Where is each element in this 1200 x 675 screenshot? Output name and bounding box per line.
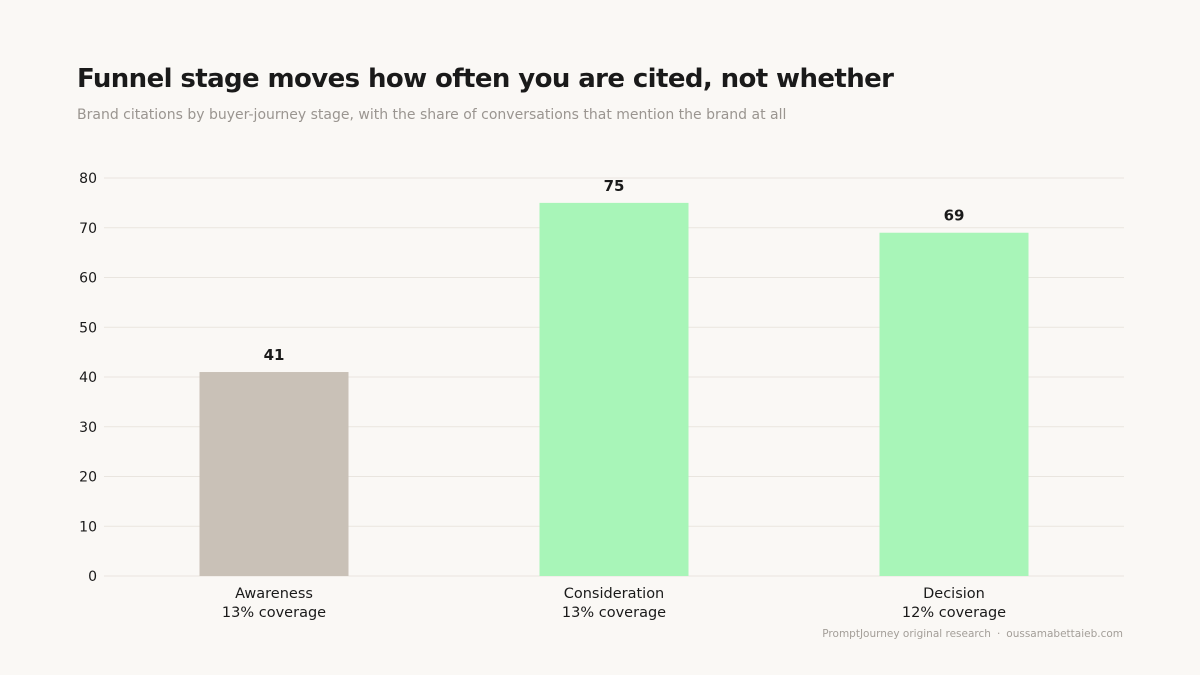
- chart-subtitle: Brand citations by buyer-journey stage, …: [77, 107, 787, 123]
- value-labels: 41 75 69: [264, 177, 965, 364]
- source-label: PromptJourney original research: [822, 628, 991, 640]
- bar-awareness: [199, 372, 349, 576]
- y-tick-label: 30: [79, 420, 97, 436]
- bars: [199, 202, 1029, 576]
- coverage-label: 13% coverage: [222, 605, 326, 621]
- site-label: oussamabettaieb.com: [1006, 628, 1123, 640]
- y-tick-label: 0: [88, 569, 97, 585]
- y-tick-label: 20: [79, 470, 97, 486]
- source-footer: PromptJourney original research · oussamab…: [822, 628, 1123, 640]
- coverage-label: 12% coverage: [902, 605, 1006, 621]
- category-labels: Awareness 13% coverage Consideration 13% co…: [222, 586, 1006, 621]
- coverage-label: 13% coverage: [562, 605, 666, 621]
- y-tick-label: 10: [79, 519, 97, 535]
- chart-title: Funnel stage moves how often you are cit…: [77, 64, 894, 94]
- category-label: Consideration: [564, 586, 665, 602]
- bar-value-label: 75: [604, 177, 625, 195]
- category-label: Decision: [923, 586, 985, 602]
- bar-value-label: 41: [264, 346, 285, 364]
- bar-consideration: [539, 202, 689, 576]
- footer-separator: ·: [996, 628, 1001, 640]
- bar-decision: [879, 232, 1029, 576]
- y-axis-ticks: 0 10 20 30 40 50 60 70 80: [79, 171, 97, 585]
- y-tick-label: 80: [79, 171, 97, 187]
- y-tick-label: 60: [79, 271, 97, 287]
- y-tick-label: 50: [79, 320, 97, 336]
- category-label: Awareness: [235, 586, 313, 602]
- bar-value-label: 69: [944, 207, 965, 225]
- y-tick-label: 70: [79, 221, 97, 237]
- y-tick-label: 40: [79, 370, 97, 386]
